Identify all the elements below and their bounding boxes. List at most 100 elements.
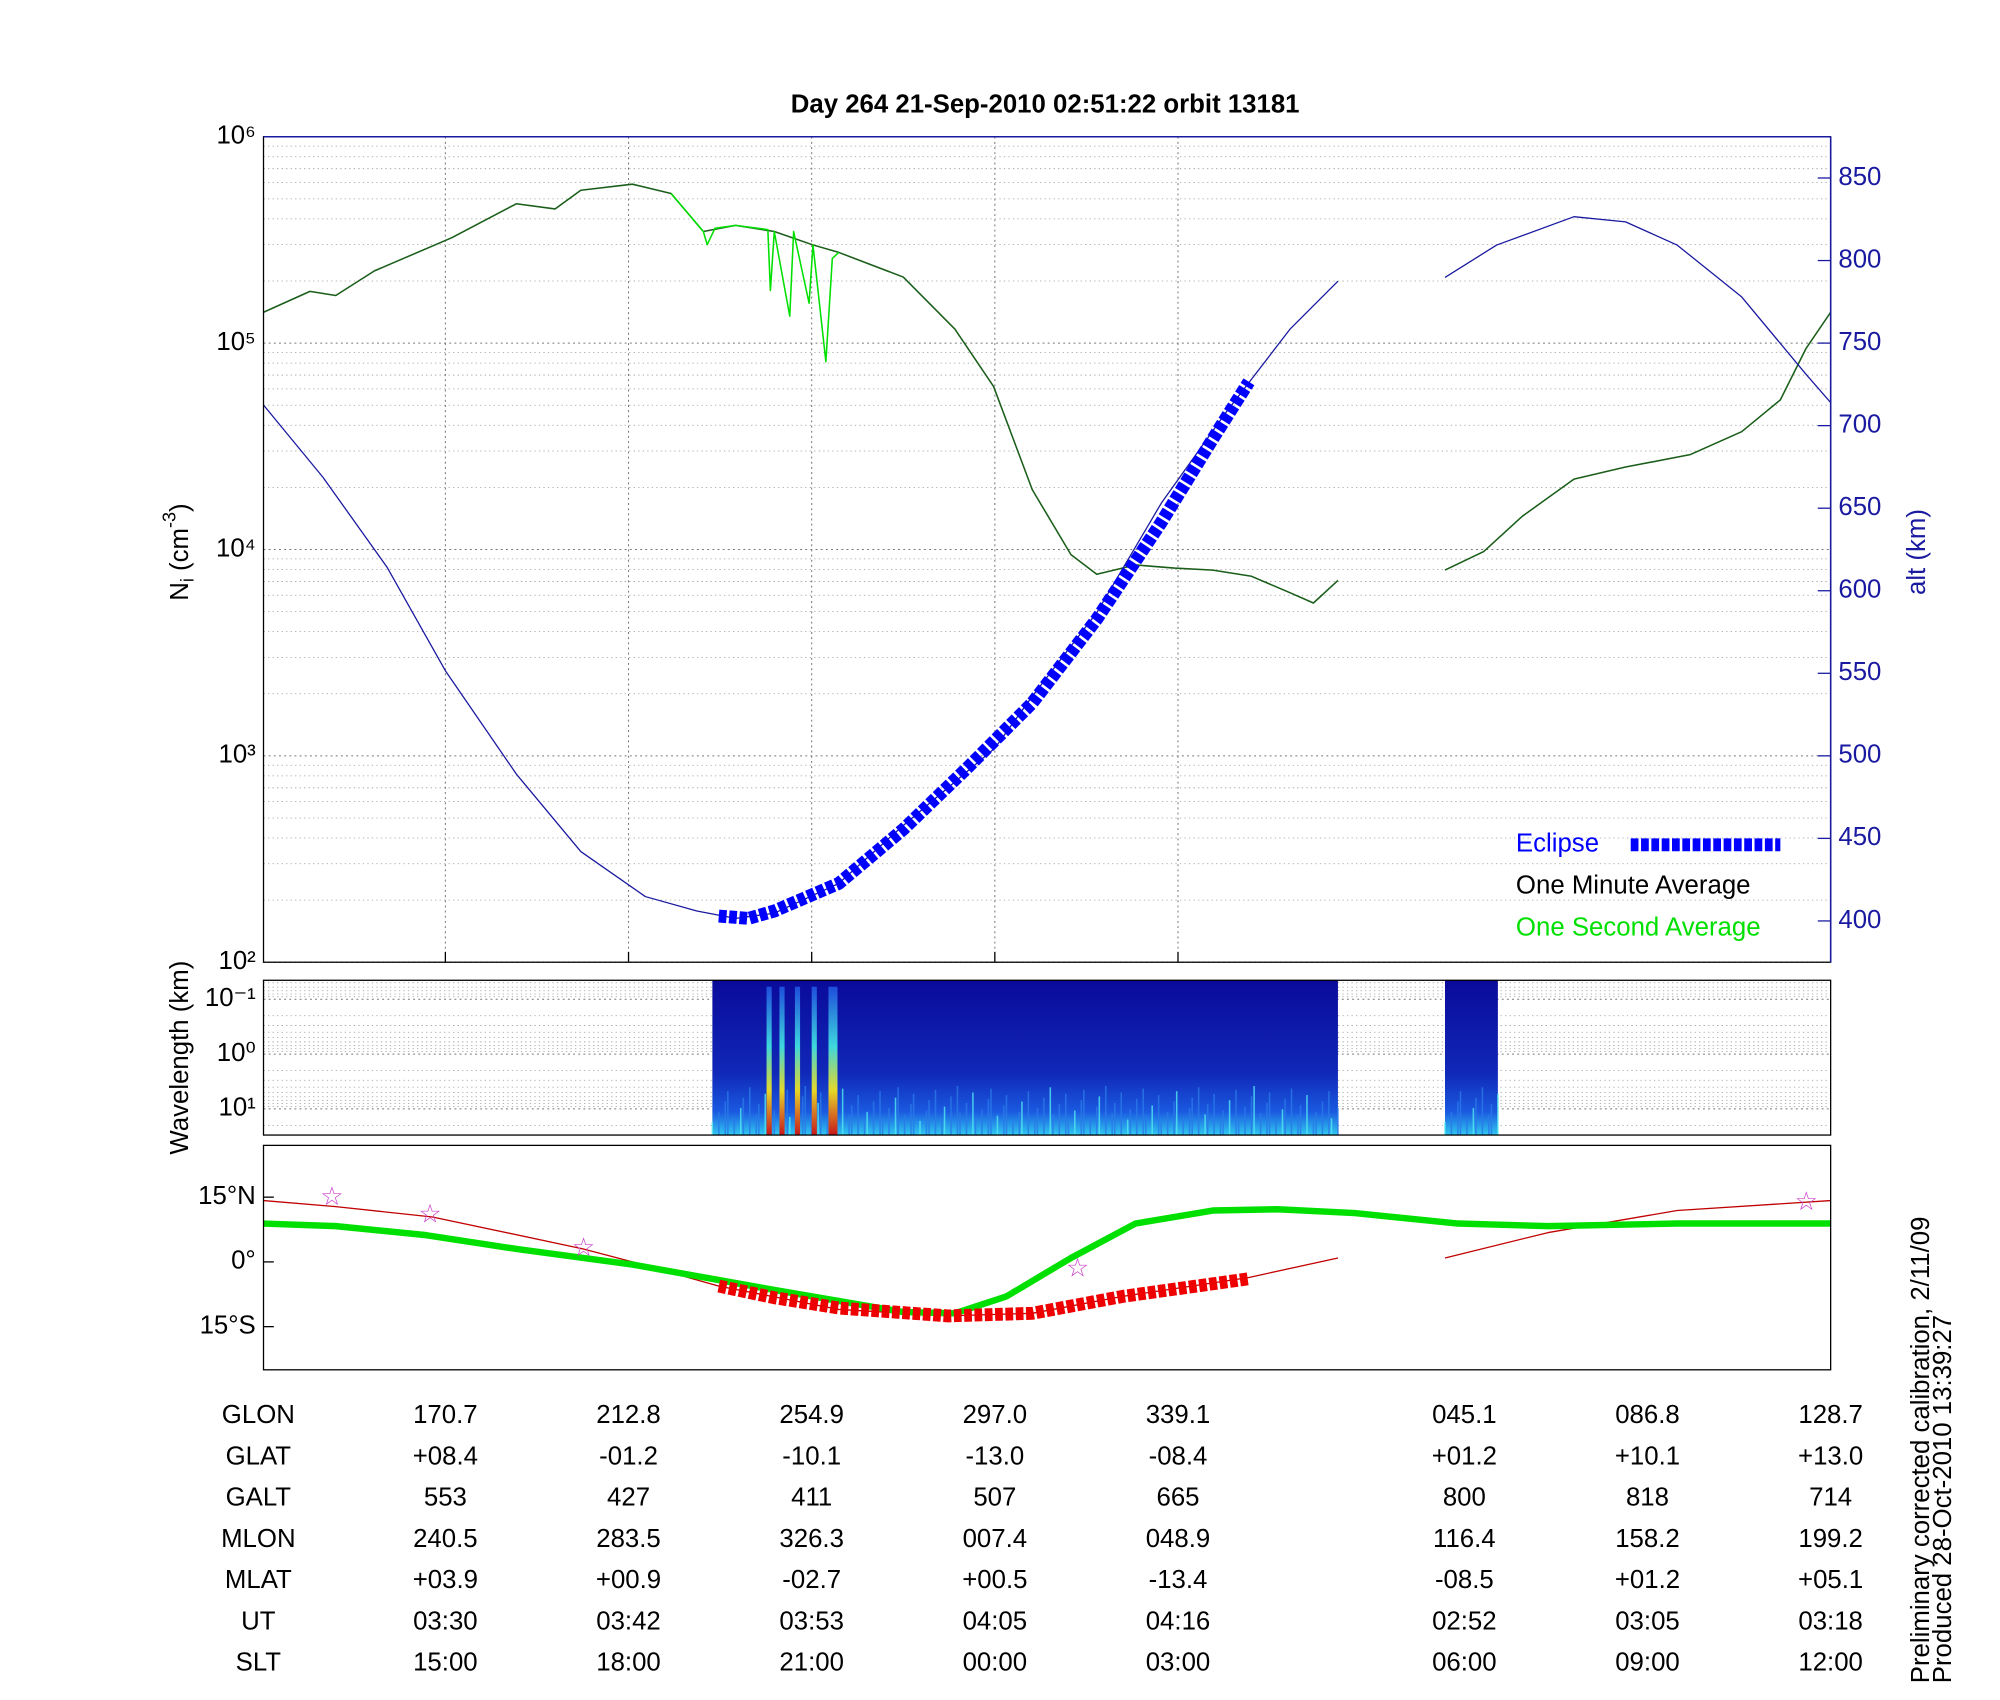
- table-cell: -10.1: [782, 1442, 841, 1470]
- table-cell: 09:00: [1615, 1649, 1680, 1677]
- table-cell: 04:16: [1146, 1607, 1211, 1635]
- spectral-spike: [794, 986, 801, 1136]
- spectral-spike: [811, 986, 817, 1136]
- y-tick-label: 10³: [219, 741, 257, 769]
- star-marker: ☆: [320, 1183, 343, 1211]
- table-cell: 03:30: [413, 1607, 478, 1635]
- table-cell: 800: [1443, 1484, 1486, 1512]
- y-tick-label: 10²: [219, 947, 257, 975]
- label-sup: -3: [159, 512, 179, 528]
- table-cell: 00:00: [963, 1649, 1028, 1677]
- table-cell: -02.7: [782, 1566, 841, 1594]
- plot-frame: [262, 979, 1832, 1136]
- y2-tick-label: 750: [1838, 328, 1881, 356]
- table-cell: 04:05: [963, 1607, 1028, 1635]
- spectral-spike: [779, 986, 785, 1136]
- y-tick-label: 15°N: [198, 1182, 256, 1210]
- row-label: GALT: [226, 1484, 292, 1512]
- spectral-spike: [828, 986, 838, 1136]
- label-part: ): [166, 503, 194, 512]
- plot-frame: [262, 1144, 1832, 1371]
- spectrogram-block: [712, 980, 1338, 1136]
- table-cell: -13.0: [965, 1442, 1024, 1470]
- table-cell: 15:00: [413, 1649, 478, 1677]
- table-cell: 02:52: [1432, 1607, 1497, 1635]
- series-line: [263, 183, 1831, 604]
- table-cell: +00.9: [596, 1566, 661, 1594]
- table-cell: 283.5: [596, 1525, 661, 1553]
- star-marker: ☆: [418, 1201, 441, 1229]
- y-tick-label: 0°: [231, 1247, 256, 1275]
- legend-label: One Minute Average: [1516, 872, 1751, 900]
- table-cell: 339.1: [1146, 1401, 1211, 1429]
- table-cell: -01.2: [599, 1442, 658, 1470]
- series-line: [263, 1205, 1831, 1317]
- label-sub: i: [177, 578, 197, 582]
- table-cell: 212.8: [596, 1401, 661, 1429]
- table-cell: 507: [973, 1484, 1016, 1512]
- table-cell: +00.5: [962, 1566, 1027, 1594]
- spectrogram-block: [1444, 980, 1498, 1136]
- table-cell: 03:00: [1146, 1649, 1211, 1677]
- table-cell: 553: [424, 1484, 467, 1512]
- row-label: MLON: [221, 1525, 295, 1553]
- table-cell: 427: [607, 1484, 650, 1512]
- footnote-line: Preliminary corrected calibration, 2/11/…: [1907, 1217, 1935, 1684]
- table-cell: 048.9: [1146, 1525, 1211, 1553]
- plot-area: [263, 1145, 1831, 1370]
- label-part: N: [166, 582, 194, 601]
- y-tick-label: 10⁰: [217, 1039, 256, 1067]
- legend-label: Eclipse: [1516, 830, 1599, 858]
- y2-tick-label: 550: [1838, 658, 1881, 686]
- row-label: GLAT: [226, 1442, 292, 1470]
- table-cell: 086.8: [1615, 1401, 1680, 1429]
- y2-tick-label: 800: [1838, 245, 1881, 273]
- table-cell: +10.1: [1615, 1442, 1680, 1470]
- y-tick-label: 10⁶: [216, 122, 255, 150]
- y2-tick-label: 650: [1838, 493, 1881, 521]
- series-line: [718, 378, 1255, 925]
- table-cell: +13.0: [1798, 1442, 1863, 1470]
- y-tick-label: 10⁻¹: [205, 984, 256, 1012]
- row-label: UT: [241, 1607, 276, 1635]
- table-cell: +01.2: [1432, 1442, 1497, 1470]
- series-line: [717, 1272, 1250, 1323]
- table-cell: 199.2: [1798, 1525, 1863, 1553]
- table-cell: 170.7: [413, 1401, 478, 1429]
- table-cell: +01.2: [1615, 1566, 1680, 1594]
- table-cell: -13.4: [1149, 1566, 1208, 1594]
- y-tick-label: 10¹: [219, 1094, 257, 1122]
- table-cell: 128.7: [1798, 1401, 1863, 1429]
- table-cell: 007.4: [963, 1525, 1028, 1553]
- footnote-line: Produced 28-Oct-2010 13:39:27: [1929, 1315, 1957, 1683]
- y-axis-label: Ni (cm-3): [159, 503, 197, 600]
- table-cell: +05.1: [1798, 1566, 1863, 1594]
- y2-tick-label: 700: [1838, 410, 1881, 438]
- table-cell: +03.9: [413, 1566, 478, 1594]
- table-cell: 06:00: [1432, 1649, 1497, 1677]
- y2-tick-label: 400: [1838, 906, 1881, 934]
- table-cell: 045.1: [1432, 1401, 1497, 1429]
- chart-title: Day 264 21-Sep-2010 02:51:22 orbit 13181: [791, 91, 1300, 119]
- y2-tick-label: 450: [1838, 823, 1881, 851]
- table-cell: -08.4: [1149, 1442, 1208, 1470]
- y-tick-label: 10⁵: [216, 328, 255, 356]
- star-marker: ☆: [1066, 1254, 1089, 1282]
- table-cell: 21:00: [779, 1649, 844, 1677]
- y-tick-label: 10⁴: [216, 534, 256, 562]
- table-cell: 254.9: [779, 1401, 844, 1429]
- table-cell: 12:00: [1798, 1649, 1863, 1677]
- table-cell: 18:00: [596, 1649, 661, 1677]
- table-cell: 03:53: [779, 1607, 844, 1635]
- y2-tick-label: 500: [1838, 741, 1881, 769]
- y-tick-label: 15°S: [200, 1311, 256, 1339]
- y2-tick-label: 850: [1838, 163, 1881, 191]
- spectrogram-texture: [711, 986, 1499, 1136]
- label-part: (cm: [166, 528, 194, 571]
- table-cell: 03:42: [596, 1607, 661, 1635]
- table-cell: 411: [791, 1484, 832, 1512]
- star-marker: ☆: [572, 1234, 595, 1262]
- series-line: [670, 192, 840, 363]
- row-label: GLON: [222, 1401, 295, 1429]
